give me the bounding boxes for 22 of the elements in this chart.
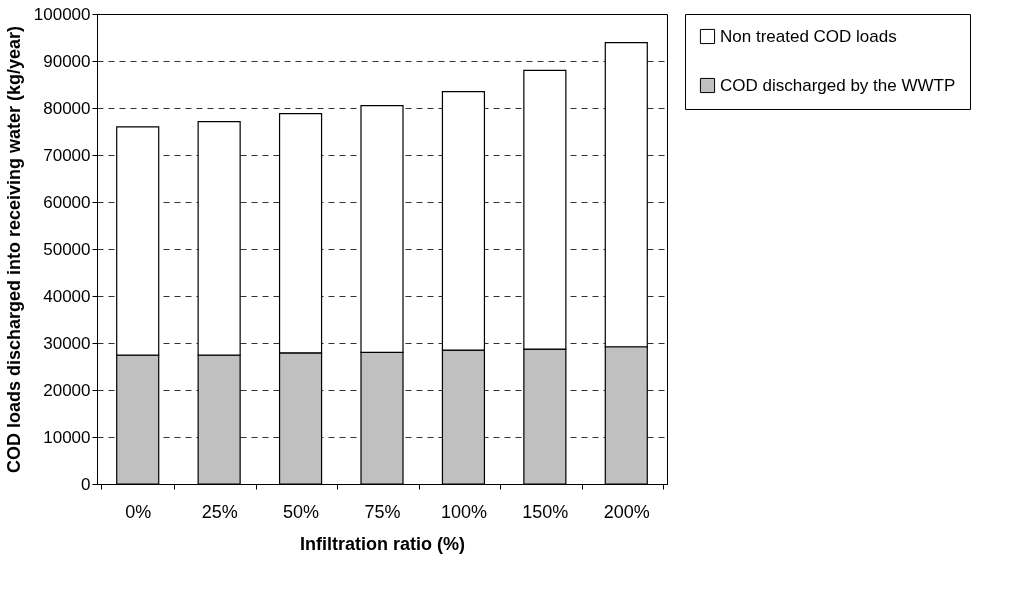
y-axis-title: COD loads discharged into receiving water (kg/year) xyxy=(3,25,24,474)
y-tick-label: 20000 xyxy=(43,380,91,400)
y-tick-label: 40000 xyxy=(43,286,91,306)
y-tick-label: 0 xyxy=(81,474,91,494)
y-tick-label: 50000 xyxy=(43,239,91,259)
y-tick-label: 90000 xyxy=(43,51,91,71)
legend-label: COD discharged by the WWTP xyxy=(720,75,956,95)
x-tick-label: 75% xyxy=(364,501,401,522)
y-tick-label: 10000 xyxy=(43,427,91,447)
y-tick-label: 60000 xyxy=(43,192,91,212)
y-tick-label: 70000 xyxy=(43,145,91,165)
x-tick-label: 100% xyxy=(440,501,487,522)
x-tick-label: 200% xyxy=(603,501,650,522)
x-axis-title: Infiltration ratio (%) xyxy=(300,533,465,554)
x-tick-label: 150% xyxy=(522,501,569,522)
legend-label: Non treated COD loads xyxy=(720,26,897,46)
y-tick-label: 100000 xyxy=(33,4,91,24)
x-tick-label: 0% xyxy=(125,501,152,522)
x-tick-label: 50% xyxy=(283,501,320,522)
y-tick-label: 30000 xyxy=(43,333,91,353)
y-tick-label: 80000 xyxy=(43,98,91,118)
x-tick-label: 25% xyxy=(201,501,238,522)
